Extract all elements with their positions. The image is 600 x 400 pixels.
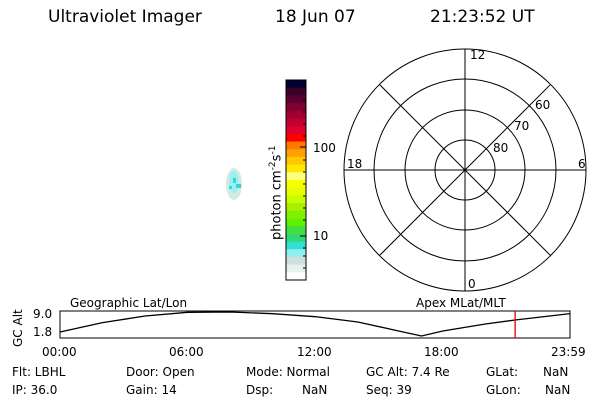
app-title: Ultraviolet Imager [48, 7, 202, 27]
colorbar-band [286, 256, 306, 266]
status-seq: Seq: 39 [366, 383, 412, 397]
polar-label-12: 12 [470, 48, 486, 62]
colorbar-unit-s: s [269, 154, 285, 162]
altitude-curve [59, 311, 571, 337]
x-tick: 12:00 [297, 345, 332, 359]
colorbar-tick-100: 100 [313, 141, 336, 155]
colorbar-band [286, 126, 306, 135]
colorbar-band [286, 180, 306, 189]
gc-alt-axis-label: GC Alt [11, 309, 25, 347]
mlt-line [379, 84, 551, 256]
status-glon-label: GLon: [486, 383, 521, 397]
polar-label-18: 18 [347, 157, 363, 171]
colorbar-band [286, 164, 306, 173]
polar-lat-70: 70 [514, 119, 530, 133]
colorbar-band [286, 149, 306, 158]
colorbar-band [286, 133, 306, 143]
polar-lat-80: 80 [493, 141, 509, 155]
status-filter: Flt: LBHL [12, 365, 66, 379]
polar-lat-60: 60 [535, 98, 551, 112]
geographic-label: Geographic Lat/Lon [70, 296, 188, 310]
colorbar-band [286, 264, 306, 273]
timeline-frame [59, 310, 571, 339]
status-dsp-value: NaN [302, 383, 328, 397]
colorbar-band [286, 218, 306, 227]
colorbar-unit-text: photon cm [269, 170, 285, 240]
colorbar-unit-sup1: -2 [268, 161, 278, 171]
colorbar-band [286, 233, 306, 243]
colorbar-band [286, 187, 306, 196]
colorbar-band [286, 80, 306, 89]
colorbar-band [286, 195, 306, 204]
x-tick: 23:59 [551, 345, 586, 359]
status-door: Door: Open [126, 365, 195, 379]
status-glat-label: GLat: [486, 365, 519, 379]
colorbar-band [286, 156, 306, 166]
uv-image [226, 168, 242, 200]
colorbar-band [286, 87, 306, 96]
apex-label: Apex MLat/MLT [416, 296, 506, 310]
polar-grid [343, 48, 587, 292]
colorbar-band [286, 241, 306, 250]
status-mode: Mode: Normal [246, 365, 330, 379]
colorbar-band [286, 226, 306, 235]
colorbar-band [286, 172, 306, 181]
x-tick: 06:00 [169, 345, 204, 359]
colorbar [285, 79, 307, 281]
colorbar-band [286, 110, 306, 119]
colorbar-tick-10: 10 [313, 229, 329, 243]
status-ip: IP: 36.0 [12, 383, 58, 397]
colorbar-unit-label: photon cm-2s-1 [266, 146, 284, 240]
y-tick-9: 9.0 [33, 307, 53, 321]
colorbar-band [286, 272, 306, 281]
colorbar-band [286, 249, 306, 258]
colorbar-band [286, 203, 306, 212]
colorbar-band [286, 118, 306, 127]
status-dsp-label: Dsp: [246, 383, 274, 397]
colorbar-unit-sup2: -1 [268, 145, 278, 155]
colorbar-band [286, 141, 306, 150]
polar-label-6: 6 [578, 157, 586, 171]
time-label: 21:23:52 UT [430, 7, 535, 27]
date-label: 18 Jun 07 [275, 7, 356, 27]
status-gain: Gain: 14 [126, 383, 177, 397]
colorbar-band [286, 95, 306, 104]
altitude-timeline [59, 310, 571, 339]
y-tick-1.8: 1.8 [33, 325, 53, 339]
polar-label-0: 0 [468, 277, 476, 291]
colorbar-frame [285, 79, 307, 281]
status-gc-alt: GC Alt: 7.4 Re [366, 365, 450, 379]
status-glon-value: NaN [545, 383, 571, 397]
colorbar-band [286, 103, 306, 112]
status-glat-value: NaN [543, 365, 569, 379]
colorbar-band [286, 210, 306, 219]
x-tick: 00:00 [42, 345, 77, 359]
x-tick: 18:00 [424, 345, 459, 359]
